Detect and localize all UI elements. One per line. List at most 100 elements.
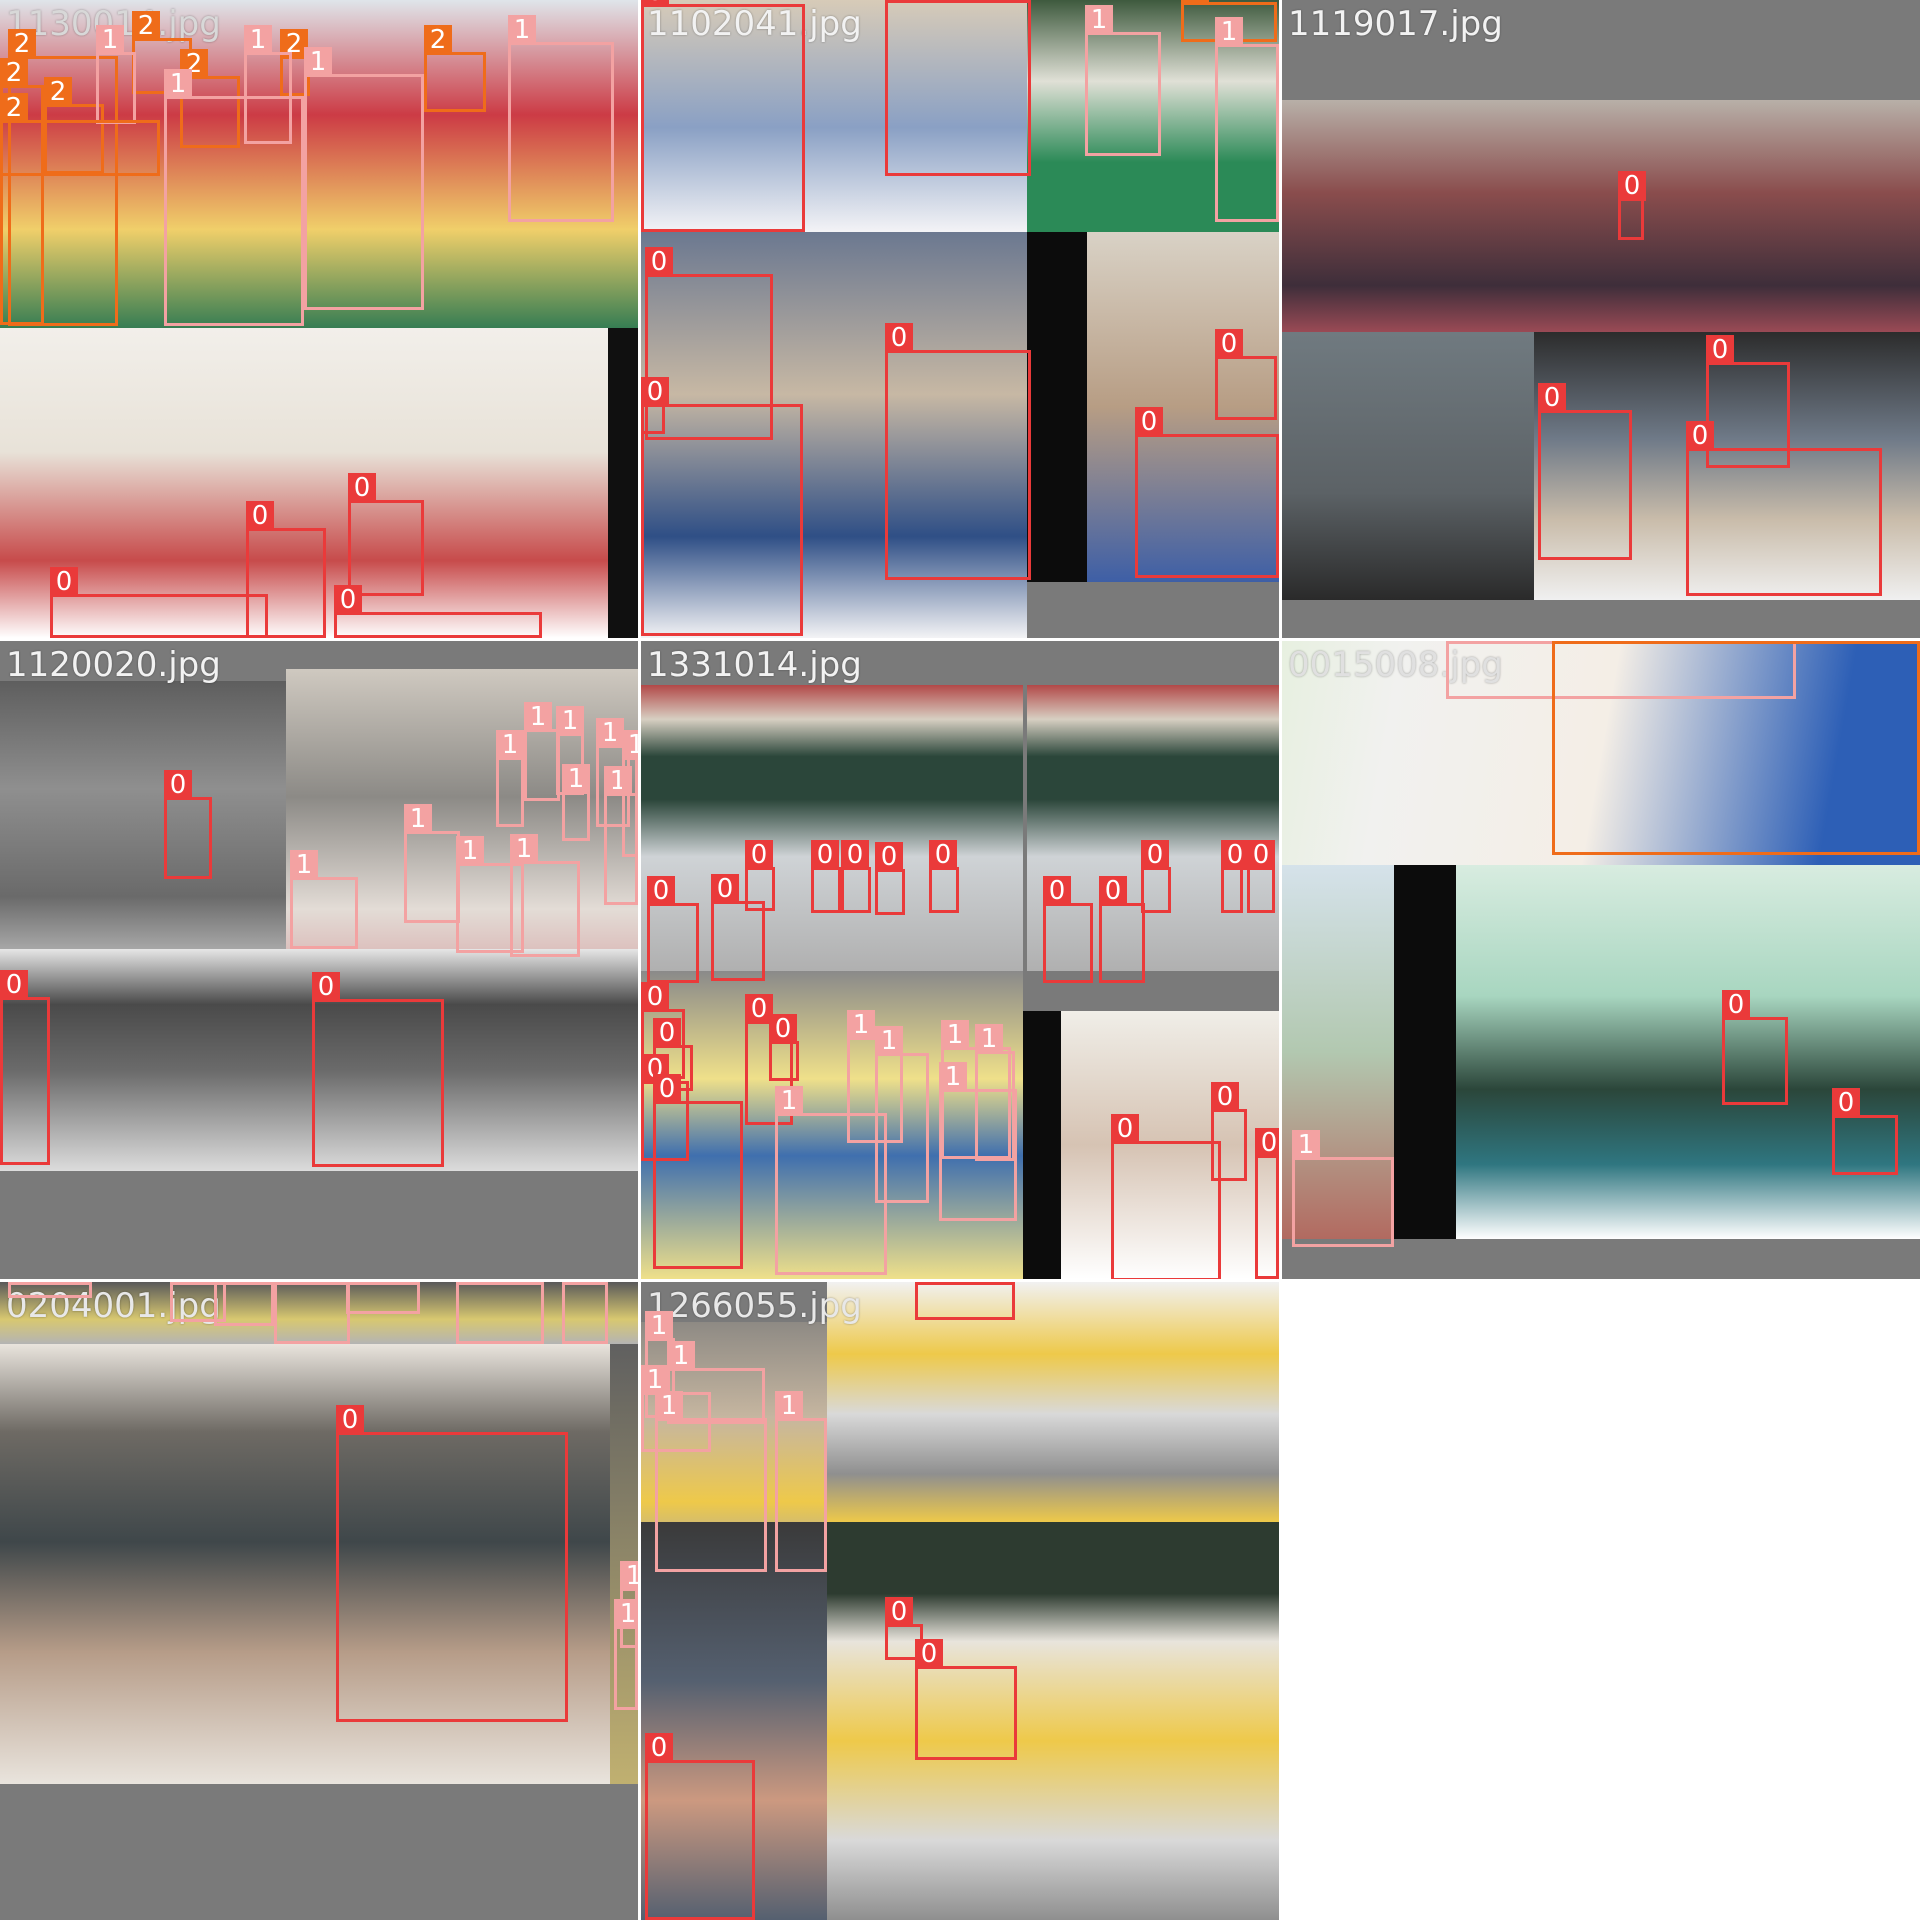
- bbox-label: 2: [424, 25, 452, 55]
- photo-students-yellow-desks-top: [827, 1282, 1279, 1522]
- bbox-class-0: 0: [885, 0, 1031, 176]
- bbox-label: 1: [875, 1026, 903, 1056]
- bbox-class-1: 1: [164, 69, 304, 326]
- bbox-class-0: 0: [1255, 1128, 1279, 1279]
- photo-teacher-chalkboard-right: [300, 949, 638, 1171]
- bbox-label: 0: [653, 1018, 681, 1048]
- bbox-class-0: 0: [885, 323, 1031, 580]
- bbox-class-0: 0: [1141, 840, 1171, 913]
- bbox-label: 1: [274, 1282, 302, 1285]
- bbox-label: 1: [620, 1561, 638, 1591]
- bbox-class-1: 1: [96, 25, 136, 124]
- bbox-class-1: 1: [975, 1024, 1015, 1161]
- bbox-class-0: 0: [915, 1639, 1017, 1760]
- bbox-label: 0: [769, 1014, 797, 1044]
- bbox-class-1: 1: [8, 1282, 92, 1298]
- bbox-class-1: 1: [622, 730, 638, 857]
- bbox-label: 1: [346, 1282, 374, 1285]
- bbox-class-1: 1: [614, 1599, 638, 1710]
- bbox-class-0: 0: [645, 1733, 755, 1920]
- bbox-label: 0: [348, 473, 376, 503]
- tile-1130014: 1130014.jpg 2 2 2 2 2 2 1 1 1 1 2 2 1 0 …: [0, 0, 638, 638]
- tile-filename: 0015008.jpg: [1288, 645, 1503, 685]
- bbox-label: 0: [1221, 840, 1249, 870]
- bbox-class-0: 0: [336, 1405, 568, 1722]
- bbox-label: 0: [1832, 1088, 1860, 1118]
- tile-filename: 1266055.jpg: [647, 1286, 862, 1326]
- bbox-class-0: 0: [1706, 335, 1790, 468]
- bbox-class-0: 0: [811, 840, 841, 913]
- bbox-label: 1: [404, 804, 432, 834]
- bbox-class-0: 0: [1221, 840, 1249, 913]
- bbox-class-0: 0: [641, 377, 669, 434]
- bbox-class-1: 1: [1215, 17, 1279, 222]
- bbox-label: 0: [1706, 335, 1734, 365]
- bbox-class-1: 1: [304, 47, 424, 310]
- bbox-label: 1: [524, 702, 552, 732]
- bbox-label: 0: [1111, 1114, 1139, 1144]
- bbox-label: 1: [456, 1282, 484, 1285]
- bbox-class-0: 0: [1211, 1082, 1247, 1181]
- bbox-label: 2: [44, 77, 72, 107]
- bbox-class-0: 0: [1043, 876, 1093, 983]
- bbox-label: 1: [655, 1391, 683, 1421]
- bbox-label: 0: [641, 0, 669, 7]
- bbox-label: 1: [164, 69, 192, 99]
- bbox-class-0: 0: [745, 840, 775, 911]
- bbox-label: 1: [645, 1311, 673, 1341]
- bbox-class-1: 1: [524, 702, 560, 801]
- bbox-class-2: 2: [0, 93, 160, 176]
- bbox-label: 1: [556, 706, 584, 736]
- bbox-class-0: 0: [1832, 1088, 1898, 1175]
- photo-lecture-hall-wide: [1282, 100, 1920, 332]
- bbox-label: 1: [496, 730, 524, 760]
- tile-1266055: 1266055.jpg 0 1 1 1 1 1 0 0 0: [641, 1282, 1279, 1920]
- bbox-label: 2: [1552, 641, 1580, 644]
- bbox-label: 0: [1135, 407, 1163, 437]
- bbox-label: 0: [1247, 840, 1275, 870]
- bbox-label: 0: [915, 1639, 943, 1669]
- bbox-label: 1: [975, 1024, 1003, 1054]
- bbox-label: 1: [614, 1599, 638, 1629]
- bbox-class-0: 0: [711, 874, 765, 981]
- bbox-label: 0: [1686, 421, 1714, 451]
- bbox-class-0: 0: [246, 501, 326, 638]
- tile-filename: 1119017.jpg: [1288, 4, 1503, 44]
- bbox-class-1: 1: [170, 1282, 226, 1322]
- bbox-label: 1: [939, 1062, 967, 1092]
- bbox-class-1: 1: [775, 1391, 827, 1572]
- bbox-class-1: 1: [456, 836, 524, 953]
- bbox-label: 0: [645, 1733, 673, 1763]
- photo-black-side: [1394, 865, 1456, 1239]
- bbox-label: 0: [312, 972, 340, 1002]
- bbox-label: 1: [1215, 17, 1243, 47]
- tile-1119017: 1119017.jpg 0 0 0 0: [1282, 0, 1920, 638]
- tile-0204001: 0204001.jpg 1 1 1 1 1 1 1 0 1 1: [0, 1282, 638, 1920]
- bbox-class-0: 0: [1099, 876, 1145, 983]
- bbox-label: 1: [1446, 641, 1474, 644]
- bbox-label: 0: [645, 247, 673, 277]
- photo-teacher-projector: [1456, 865, 1920, 1239]
- bbox-label: 1: [775, 1086, 803, 1116]
- bbox-label: 1: [290, 850, 318, 880]
- bbox-class-0: 0: [841, 840, 871, 913]
- bbox-class-0: 0: [1722, 990, 1788, 1105]
- bbox-class-2: 2: [8, 29, 118, 326]
- bbox-class-1: 1: [496, 730, 524, 827]
- bbox-class-0: 0: [929, 840, 959, 913]
- bbox-label: 0: [647, 876, 675, 906]
- bbox-label: 0: [1211, 1082, 1239, 1112]
- bbox-label: 0: [246, 501, 274, 531]
- bbox-label: 0: [641, 377, 669, 407]
- bbox-label: 0: [745, 840, 773, 870]
- photo-students-raised-hand: [1087, 232, 1279, 582]
- bbox-label: 1: [1085, 5, 1113, 35]
- bbox-class-1: 1: [562, 1282, 608, 1344]
- bbox-label: 1: [96, 25, 124, 55]
- bbox-label: 0: [1099, 876, 1127, 906]
- photo-classroom-banner-right: [1027, 685, 1279, 971]
- bbox-class-0: 0: [1135, 407, 1279, 578]
- bbox-label: 1: [641, 1365, 669, 1395]
- bbox-label: 0: [885, 1597, 913, 1627]
